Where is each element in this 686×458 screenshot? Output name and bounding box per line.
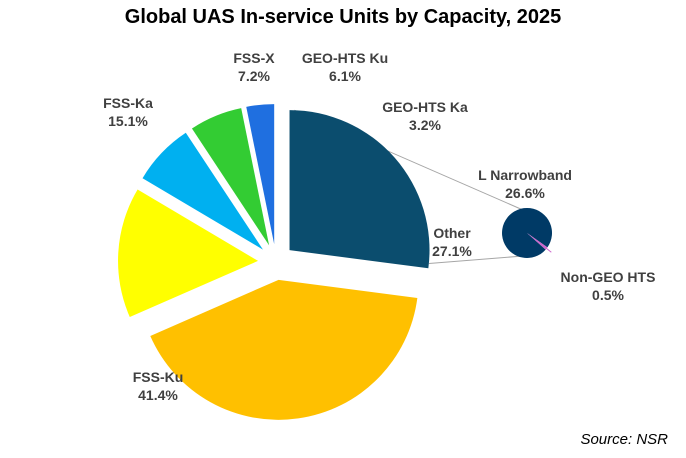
label-fss-ku-name: FSS-Ku <box>133 369 184 385</box>
slice-fss-x <box>142 132 263 250</box>
label-geo-hts-ku-value: 6.1% <box>329 68 361 84</box>
chart-title: Global UAS In-service Units by Capacity,… <box>124 6 562 28</box>
label-other-name: Other <box>433 225 471 241</box>
label-geo-hts-ka-name: GEO-HTS Ka <box>382 99 468 115</box>
label-non-geo-hts-name: Non-GEO HTS <box>561 269 656 285</box>
label-fss-ka-value: 15.1% <box>108 113 148 129</box>
source-note: Source: NSR <box>580 431 668 448</box>
label-geo-hts-ka-value: 3.2% <box>409 117 441 133</box>
label-non-geo-hts-value: 0.5% <box>592 287 624 303</box>
label-other: Other 27.1% <box>432 225 472 259</box>
label-non-geo-hts: Non-GEO HTS 0.5% <box>561 269 656 303</box>
connector-line-bottom <box>428 255 524 264</box>
label-fss-x: FSS-X 7.2% <box>233 50 275 84</box>
label-geo-hts-ka: GEO-HTS Ka 3.2% <box>382 99 468 133</box>
label-geo-hts-ku: GEO-HTS Ku 6.1% <box>302 50 388 84</box>
label-fss-ka-name: FSS-Ka <box>103 95 153 111</box>
label-l-narrowband-value: 26.6% <box>505 185 545 201</box>
label-fss-ka: FSS-Ka 15.1% <box>103 95 153 129</box>
leader-line-non-geo-hts <box>538 241 552 253</box>
label-fss-x-value: 7.2% <box>238 68 270 84</box>
slice-geo-hts-ku <box>191 108 270 246</box>
slice-l-narrowband <box>502 207 553 258</box>
label-geo-hts-ku-name: GEO-HTS Ku <box>302 50 388 66</box>
label-l-narrowband-name: L Narrowband <box>478 167 572 183</box>
slice-fss-ku <box>150 279 418 420</box>
slice-fss-ka <box>118 189 259 318</box>
slice-other <box>289 110 430 269</box>
label-fss-ku: FSS-Ku 41.4% <box>133 369 184 403</box>
label-fss-ku-value: 41.4% <box>138 387 178 403</box>
label-l-narrowband: L Narrowband 26.6% <box>478 167 572 201</box>
label-fss-x-name: FSS-X <box>233 50 275 66</box>
slice-geo-hts-ka <box>246 104 275 245</box>
label-other-value: 27.1% <box>432 243 472 259</box>
